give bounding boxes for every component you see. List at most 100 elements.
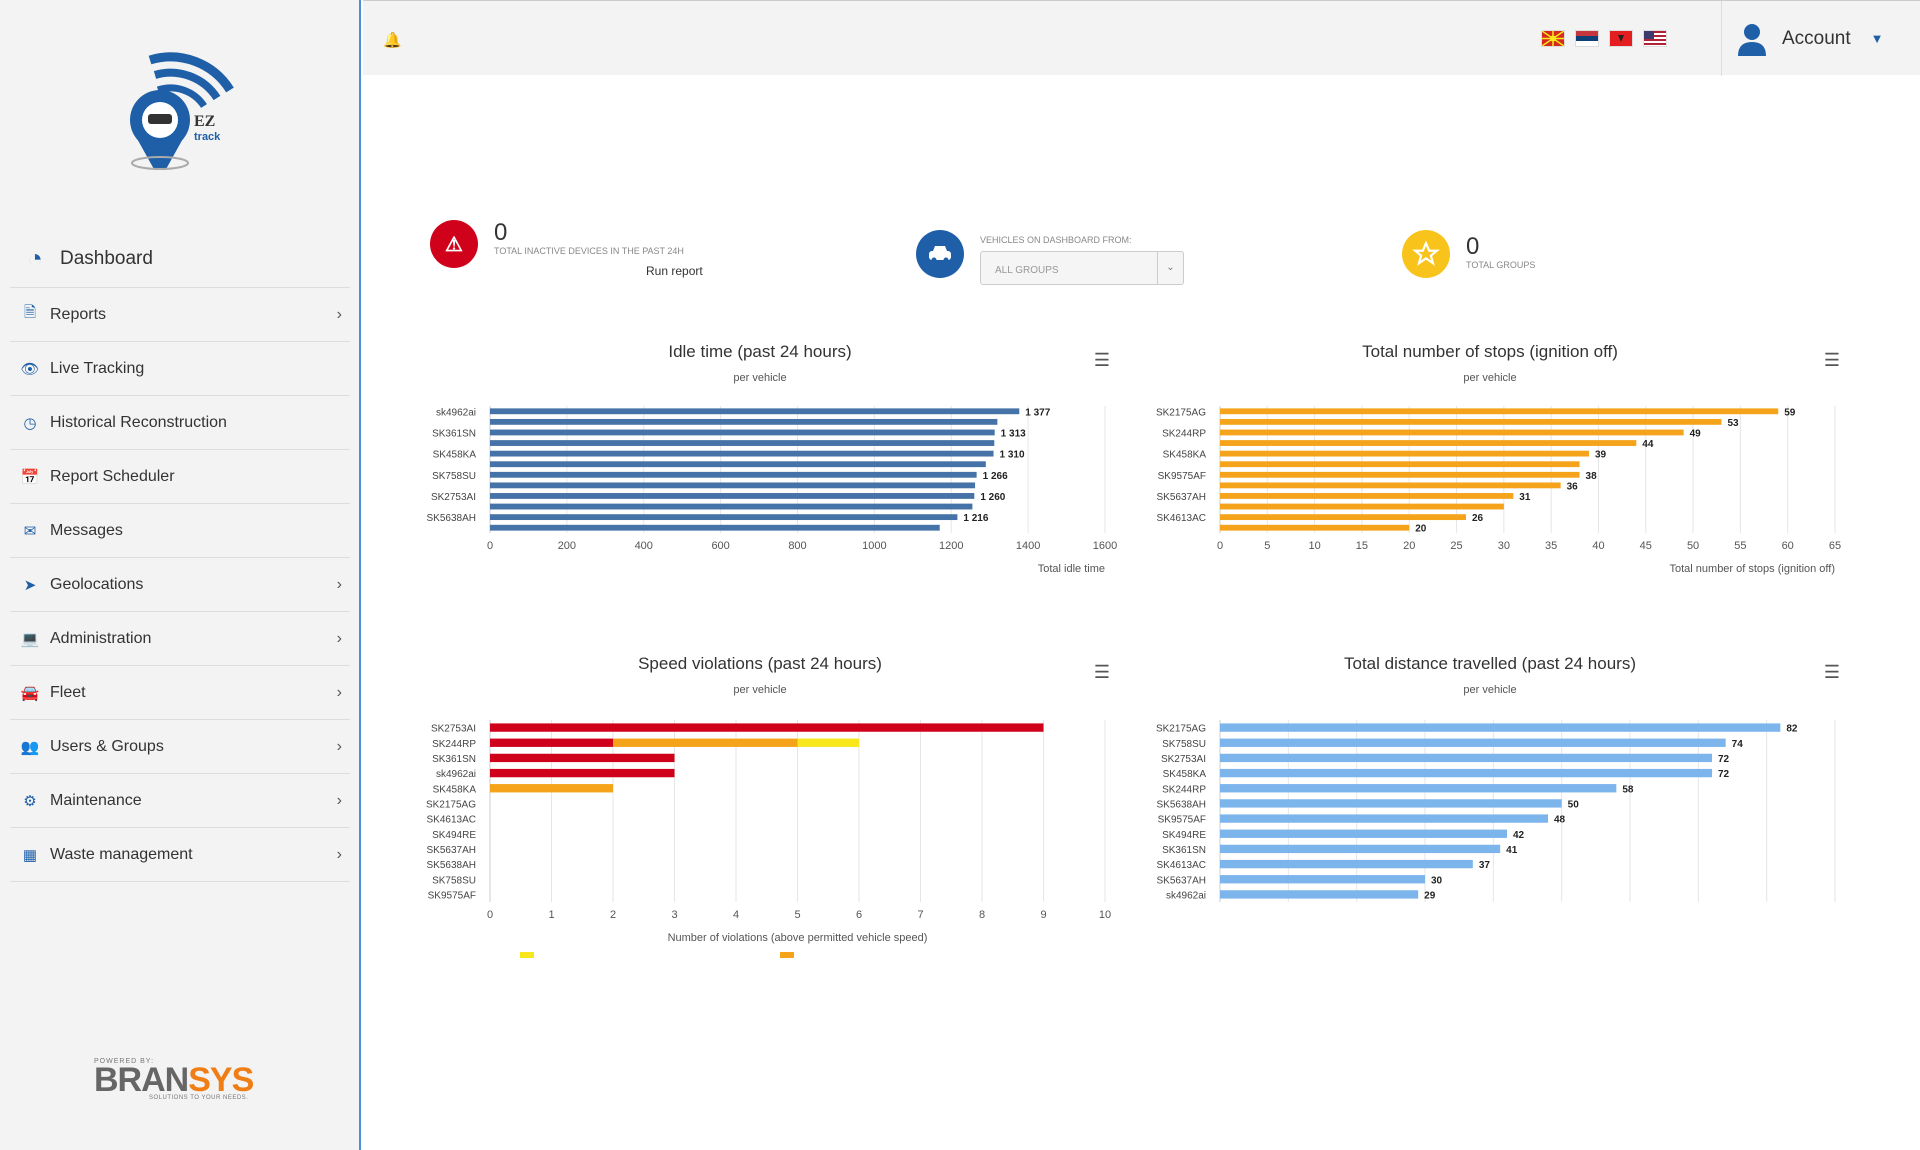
bar[interactable] — [1220, 799, 1562, 808]
flag-rs-icon[interactable] — [1575, 30, 1599, 47]
x-tick-label: 1200 — [939, 540, 963, 552]
bar[interactable] — [1220, 814, 1548, 823]
run-report-link[interactable]: Run report — [646, 264, 703, 278]
x-tick-label: 25 — [1450, 540, 1462, 552]
sidebar-item-waste-management[interactable]: ▦ Waste management › — [10, 828, 350, 882]
y-tick-label: SK5638AH — [427, 860, 476, 871]
bar[interactable] — [1220, 844, 1501, 854]
bar[interactable] — [490, 493, 975, 499]
bar[interactable] — [1220, 753, 1712, 763]
sidebar-item-dashboard[interactable]: ◔ Dashboard — [10, 230, 350, 288]
chart-menu-icon[interactable]: ☰ — [1093, 350, 1110, 370]
bar[interactable] — [490, 471, 977, 478]
bar[interactable] — [490, 503, 973, 510]
dashboard-icon: ◔ — [27, 243, 43, 273]
sidebar-item-reports[interactable]: 🗎 Reports › — [10, 288, 350, 342]
flag-mk-icon[interactable] — [1541, 30, 1565, 47]
bar[interactable] — [490, 429, 995, 436]
y-tick-label: SK458KA — [1163, 769, 1207, 780]
bar[interactable] — [613, 738, 798, 747]
sidebar-item-users-groups[interactable]: 👥 Users & Groups › — [10, 720, 350, 774]
bar[interactable] — [1220, 829, 1507, 838]
sidebar-item-label: Administration — [50, 629, 152, 647]
bar[interactable] — [1220, 859, 1473, 869]
bar[interactable] — [490, 461, 986, 468]
bar[interactable] — [490, 482, 976, 489]
y-tick-label: SK494RE — [432, 830, 476, 841]
bar[interactable] — [490, 450, 994, 457]
legend-swatch[interactable] — [780, 952, 794, 958]
data-label: 72 — [1718, 754, 1730, 765]
bar[interactable] — [490, 768, 675, 778]
group-select[interactable]: ALL GROUPS ⌄ — [980, 251, 1184, 285]
bar[interactable] — [1220, 493, 1514, 499]
bar[interactable] — [490, 753, 675, 763]
bar[interactable] — [1220, 471, 1580, 478]
sidebar-item-geolocations[interactable]: ➤ Geolocations › — [10, 558, 350, 612]
ez-to-track-logo[interactable]: EZ track — [120, 30, 240, 180]
chart-menu-icon[interactable]: ☰ — [1093, 662, 1110, 682]
chevron-right-icon: › — [336, 575, 342, 593]
sidebar-item-label: Maintenance — [50, 791, 142, 809]
bell-icon[interactable]: 🔔 — [383, 32, 402, 49]
powered-by-label: POWERED BY: — [94, 1058, 155, 1065]
bar[interactable] — [1220, 440, 1637, 446]
chart-subtitle: per vehicle — [733, 684, 787, 696]
bar[interactable] — [1220, 429, 1684, 436]
x-tick-label: 10 — [1099, 909, 1111, 921]
users-icon: 👥 — [20, 738, 40, 756]
legend-swatch[interactable] — [520, 952, 534, 958]
bar[interactable] — [1220, 890, 1419, 899]
bar[interactable] — [1220, 514, 1466, 521]
bar[interactable] — [1220, 738, 1726, 747]
y-tick-label: SK5637AH — [427, 845, 476, 856]
bar[interactable] — [1220, 768, 1712, 778]
flag-us-icon[interactable] — [1643, 30, 1667, 47]
account-menu[interactable]: Account ▼ — [1721, 1, 1920, 76]
bar[interactable] — [1220, 723, 1781, 732]
x-tick-label: 8 — [979, 909, 985, 921]
flag-al-icon[interactable] — [1609, 30, 1633, 47]
sidebar-item-maintenance[interactable]: ⚙ Maintenance › — [10, 774, 350, 828]
bar[interactable] — [1220, 461, 1580, 468]
bar[interactable] — [490, 524, 940, 531]
sidebar-item-messages[interactable]: ✉ Messages — [10, 504, 350, 558]
chart-title: Total distance travelled (past 24 hours) — [1344, 654, 1636, 673]
bar[interactable] — [490, 408, 1020, 415]
bar[interactable] — [490, 784, 613, 793]
bar[interactable] — [1220, 418, 1722, 425]
chart-menu-icon[interactable]: ☰ — [1823, 350, 1840, 370]
location-arrow-icon: ➤ — [23, 576, 37, 594]
bar[interactable] — [490, 418, 998, 425]
bar[interactable] — [490, 440, 995, 446]
bar[interactable] — [1220, 503, 1504, 510]
bar[interactable] — [490, 514, 958, 521]
sidebar-item-label: Dashboard — [60, 247, 153, 269]
sidebar-item-label: Users & Groups — [50, 737, 164, 755]
bar[interactable] — [1220, 482, 1561, 489]
sidebar-item-administration[interactable]: 💻 Administration › — [10, 612, 350, 666]
chevron-right-icon: › — [336, 791, 342, 809]
chevron-right-icon: › — [336, 629, 342, 647]
sidebar-item-historical-reconstruction[interactable]: ◷ Historical Reconstruction — [10, 396, 350, 450]
x-tick-label: 1 — [548, 909, 554, 921]
chart-title: Speed violations (past 24 hours) — [638, 654, 882, 673]
bar[interactable] — [1220, 450, 1589, 457]
bar[interactable] — [1220, 408, 1779, 415]
sidebar-item-fleet[interactable]: 🚘 Fleet › — [10, 666, 350, 720]
car-icon — [916, 230, 964, 278]
bar[interactable] — [490, 723, 1044, 732]
sidebar-item-label: Reports — [50, 305, 107, 323]
account-label: Account — [1782, 27, 1851, 49]
bar[interactable] — [1220, 875, 1425, 884]
bar[interactable] — [1220, 524, 1410, 531]
bar[interactable] — [797, 738, 860, 747]
bar[interactable] — [1220, 784, 1617, 793]
x-tick-label: 9 — [1040, 909, 1046, 921]
sidebar-item-report-scheduler[interactable]: 📅 Report Scheduler — [10, 450, 350, 504]
bar[interactable] — [490, 738, 613, 747]
chart-menu-icon[interactable]: ☰ — [1823, 662, 1840, 682]
data-label: 37 — [1479, 860, 1491, 871]
x-tick-label: 1600 — [1093, 540, 1117, 552]
sidebar-item-live-tracking[interactable]: 👁 Live Tracking — [10, 342, 350, 396]
